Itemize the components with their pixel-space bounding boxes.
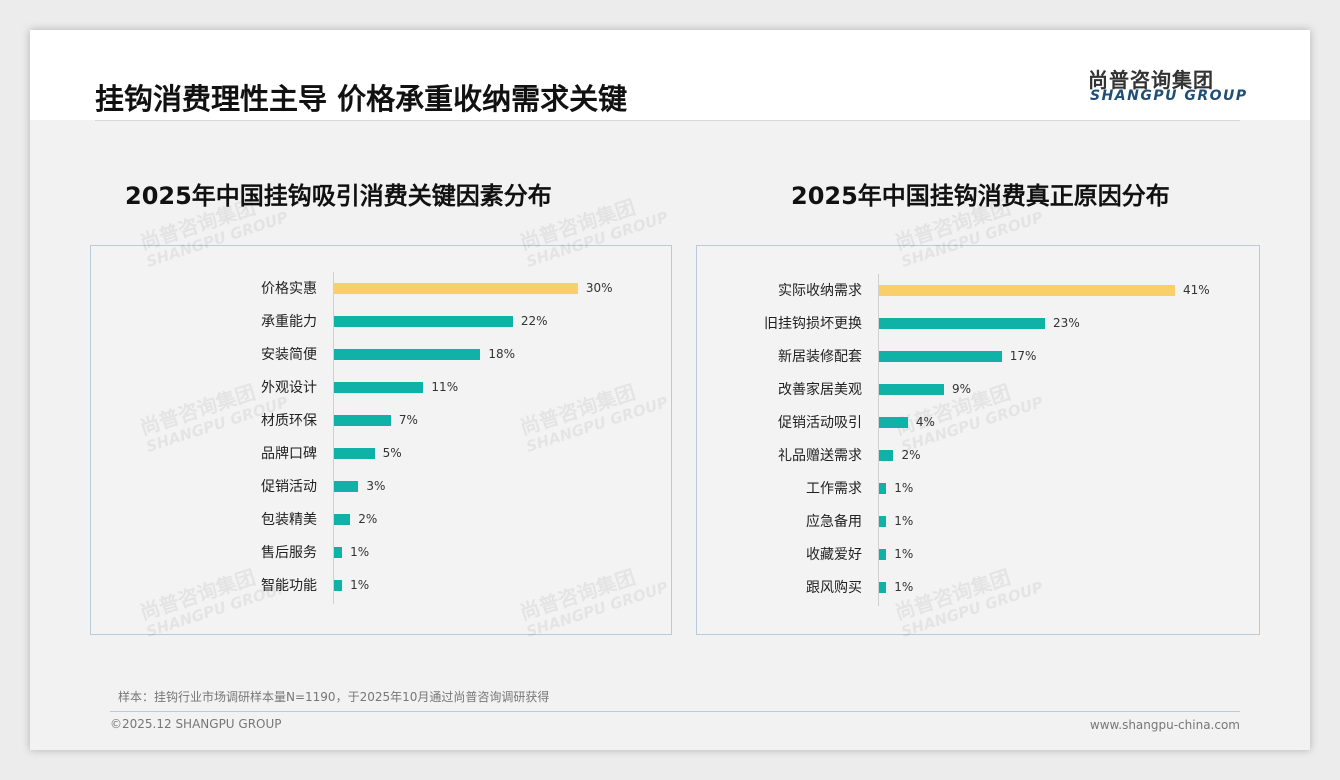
category-label: 品牌口碑: [261, 446, 317, 462]
data-label: 30%: [585, 281, 613, 295]
bar: [879, 285, 1176, 296]
bar: [879, 351, 1002, 362]
bar: [879, 417, 908, 428]
data-label: 1%: [894, 481, 914, 495]
data-label: 18%: [488, 347, 515, 361]
bar: [334, 349, 481, 360]
category-label: 安装简便: [261, 347, 317, 363]
data-label: 11%: [431, 380, 459, 394]
data-label: 41%: [1183, 283, 1210, 297]
data-label: 1%: [894, 580, 914, 594]
data-label: 2%: [358, 512, 378, 526]
data-label: 1%: [350, 578, 370, 592]
category-label: 外观设计: [261, 380, 317, 396]
category-label: 智能功能: [261, 578, 317, 594]
category-label: 旧挂钩损坏更换: [764, 316, 862, 332]
data-label: 7%: [398, 413, 418, 427]
category-label: 售后服务: [261, 545, 317, 561]
bar: [334, 514, 351, 525]
data-label: 2%: [901, 448, 921, 462]
sample-note: 样本：挂钩行业市场调研样本量N=1190，于2025年10月通过尚普咨询调研获得: [118, 690, 550, 704]
bar: [879, 582, 887, 593]
page-title: 挂钩消费理性主导 价格承重收纳需求关键: [95, 82, 628, 116]
data-label: 1%: [350, 545, 370, 559]
bar: [334, 580, 343, 591]
bar: [334, 415, 391, 426]
logo-cn: 尚普咨询集团: [1088, 68, 1214, 92]
data-label: 3%: [366, 479, 386, 493]
category-label: 应急备用: [806, 514, 862, 530]
data-label: 5%: [382, 446, 402, 460]
category-label: 跟风购买: [806, 580, 862, 596]
bar: [879, 483, 887, 494]
data-label: 9%: [951, 382, 972, 396]
chart-title-right: 2025年中国挂钩消费真正原因分布: [791, 182, 1170, 210]
bar: [334, 283, 578, 294]
category-label: 收藏爱好: [806, 547, 862, 563]
data-label: 1%: [894, 514, 914, 528]
bar: [879, 549, 887, 560]
website-link[interactable]: www.shangpu-china.com: [1089, 718, 1240, 732]
category-label: 实际收纳需求: [778, 283, 862, 299]
data-label: 23%: [1053, 316, 1080, 330]
category-label: 礼品赠送需求: [778, 448, 862, 464]
bar: [334, 448, 375, 459]
category-label: 价格实惠: [261, 281, 317, 297]
data-label: 1%: [894, 547, 914, 561]
chart-axis: [333, 272, 334, 604]
bar: [334, 547, 343, 558]
bar: [334, 316, 513, 327]
data-label: 17%: [1009, 349, 1037, 363]
category-label: 包装精美: [261, 512, 317, 528]
category-label: 改善家居美观: [778, 382, 862, 398]
category-label: 新居装修配套: [778, 349, 862, 365]
footer-divider: [110, 711, 1240, 712]
category-label: 促销活动: [261, 479, 317, 495]
category-label: 承重能力: [261, 314, 317, 330]
bar: [879, 318, 1046, 329]
bar: [879, 384, 944, 395]
category-label: 工作需求: [806, 481, 862, 497]
copyright: ©2025.12 SHANGPU GROUP: [110, 717, 282, 731]
category-label: 材质环保: [261, 413, 317, 429]
logo-en: SHANGPU GROUP: [1090, 88, 1248, 104]
data-label: 22%: [520, 314, 548, 328]
bar: [334, 382, 424, 393]
bar: [334, 481, 359, 492]
chart-title-left: 2025年中国挂钩吸引消费关键因素分布: [125, 182, 552, 210]
data-label: 4%: [915, 415, 935, 429]
slide: 挂钩消费理性主导 价格承重收纳需求关键 尚普咨询集团 SHANGPU GROUP…: [30, 30, 1310, 750]
category-label: 促销活动吸引: [778, 415, 862, 431]
bar: [879, 450, 894, 461]
chart-panel-left: [90, 245, 672, 635]
chart-panel-right: [696, 245, 1260, 635]
bar: [879, 516, 887, 527]
divider: [95, 120, 1240, 121]
header-band: [30, 30, 1310, 120]
chart-axis: [878, 274, 879, 606]
